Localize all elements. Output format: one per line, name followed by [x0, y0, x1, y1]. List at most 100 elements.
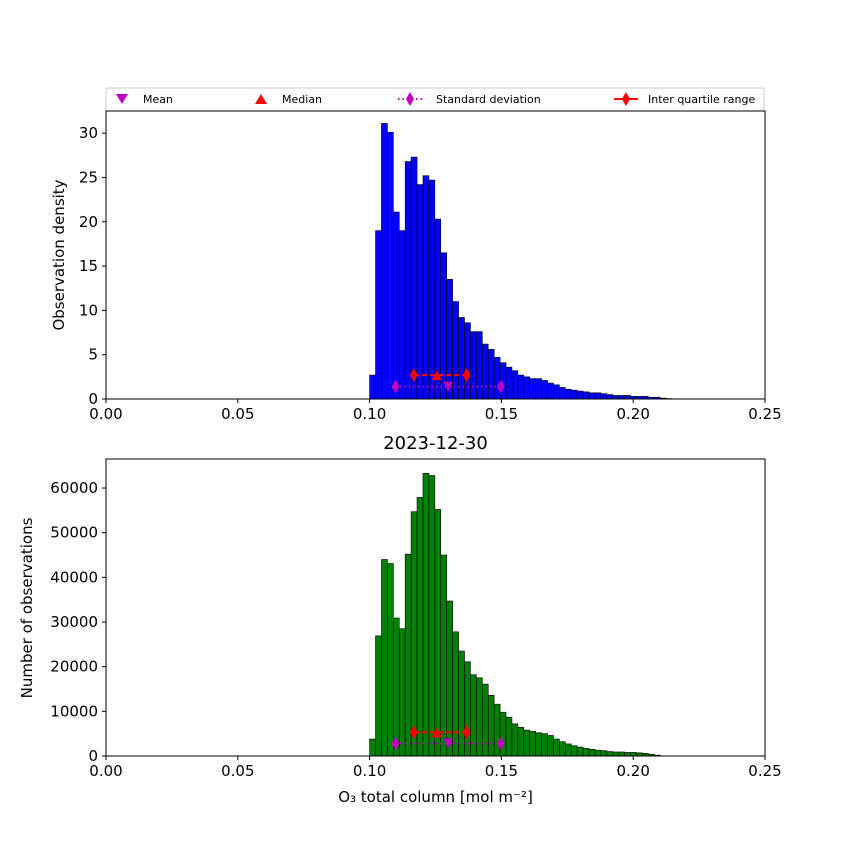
top-x-tick-label: 0.15	[485, 405, 518, 423]
bottom-y-axis-ticks: 0 10000 20000 30000 40000 50000 60000	[50, 479, 106, 765]
bottom-histogram-bar	[541, 733, 548, 757]
top-mean-marker	[443, 381, 454, 392]
bottom-histogram-bar	[452, 631, 459, 757]
bottom-inter-quartile-range-marker	[462, 725, 471, 740]
top-histogram-bar	[422, 175, 430, 400]
bottom-histogram-bar	[565, 743, 572, 757]
top-histogram-bar	[404, 161, 412, 400]
top-histogram-bar	[517, 374, 525, 400]
bottom-y-tick-label: 60000	[50, 479, 98, 497]
top-histogram-bar	[493, 357, 501, 400]
bottom-histogram-bar	[570, 745, 578, 757]
top-plot-frame	[105, 110, 766, 400]
bottom-histogram-bar	[410, 511, 418, 757]
top-histogram-bar	[570, 389, 578, 400]
top-x-tick-label: 0.00	[89, 405, 122, 423]
bottom-panel-title: 2023-12-30	[383, 433, 488, 454]
top-histogram-bar	[606, 394, 614, 400]
bottom-y-tick-label: 10000	[50, 702, 98, 720]
legend-label-inter-quartile-range: Inter quartile range	[648, 93, 755, 106]
legend-label-standard-deviation: Standard deviation	[436, 93, 541, 106]
top-histogram-bar	[588, 392, 596, 400]
legend-label-median: Median	[282, 93, 322, 106]
bottom-histogram-bar	[404, 553, 412, 757]
top-y-tick-label: 0	[88, 390, 98, 408]
bottom-y-axis-label: Number of observations	[18, 517, 36, 698]
top-histogram-bar	[582, 391, 590, 400]
bottom-y-tick-label: 30000	[50, 613, 98, 631]
bottom-histogram-bar	[387, 563, 394, 757]
bottom-histogram-bar	[464, 661, 471, 757]
top-histogram-bar	[487, 349, 495, 400]
top-y-tick-label: 15	[79, 257, 98, 275]
legend-label-mean: Mean	[143, 93, 173, 106]
bottom-histogram-bar	[624, 752, 631, 757]
bottom-y-tick-label: 40000	[50, 568, 98, 586]
top-median-marker	[431, 370, 442, 381]
bottom-histogram-bar	[606, 751, 614, 757]
bottom-histogram-bar	[511, 723, 519, 757]
top-x-tick-label: 0.25	[748, 405, 781, 423]
top-standard-deviation-marker	[391, 379, 400, 394]
top-histogram-bar	[369, 374, 376, 400]
bottom-histogram-bar	[517, 727, 525, 757]
top-histogram-bar	[446, 279, 453, 400]
top-histogram-bar	[529, 378, 536, 400]
top-y-tick-label: 30	[79, 124, 98, 142]
bottom-histogram-bar	[493, 703, 501, 757]
top-x-tick-label: 0.20	[616, 405, 649, 423]
bottom-histogram-bar	[582, 748, 590, 757]
top-histogram-bar	[393, 211, 400, 400]
legend: Mean Median Standard deviation Inter qua…	[105, 87, 765, 112]
top-x-axis-ticks: 0.00 0.05 0.10 0.15 0.20 0.25	[89, 399, 782, 423]
bottom-histogram-bar	[416, 497, 424, 757]
mean-legend-icon	[116, 94, 128, 104]
bottom-x-tick-label: 0.15	[485, 762, 518, 780]
bottom-standard-deviation-marker	[496, 736, 505, 751]
legend-entry-inter-quartile-range: Inter quartile range	[614, 92, 755, 106]
top-histogram-bar	[612, 395, 620, 400]
top-histogram-bar	[559, 387, 566, 400]
bottom-histogram-bar	[553, 738, 560, 757]
top-histogram-bar	[428, 179, 436, 400]
bottom-histogram-bar	[529, 731, 536, 757]
bottom-histogram-bar	[440, 554, 447, 757]
top-histogram-bar	[553, 384, 560, 400]
bottom-statistics-markers	[391, 725, 505, 751]
bottom-x-tick-label: 0.00	[89, 762, 122, 780]
top-statistics-markers	[391, 368, 505, 394]
bottom-x-axis-label: O₃ total column [mol m⁻²]	[338, 788, 533, 806]
bottom-histogram-bar	[523, 729, 531, 757]
bottom-histogram-bar	[375, 635, 382, 757]
bottom-histogram-bar	[612, 751, 620, 757]
top-histogram-bar	[505, 366, 513, 400]
top-histogram-bar	[434, 218, 442, 400]
bottom-histogram-panel: 2023-12-30 0.00 0.05 0.10 0.15 0.20 0.25 0 100…	[18, 433, 782, 806]
bottom-histogram-bars	[369, 472, 661, 757]
bottom-histogram-bar	[600, 750, 608, 757]
top-histogram-bar	[481, 343, 489, 400]
legend-entry-mean: Mean	[116, 93, 173, 106]
inter-quartile-range-legend-icon	[622, 92, 630, 106]
top-histogram-bar	[476, 331, 483, 400]
top-inter-quartile-range-marker	[409, 368, 418, 383]
top-y-tick-label: 20	[79, 213, 98, 231]
top-histogram-bar	[375, 230, 382, 400]
bottom-y-tick-label: 50000	[50, 524, 98, 542]
bottom-histogram-bar	[393, 617, 400, 757]
bottom-histogram-bar	[487, 694, 495, 757]
legend-items: Mean Median Standard deviation Inter qua…	[116, 92, 755, 106]
top-histogram-bar	[535, 378, 542, 400]
top-histogram-bar	[511, 370, 519, 400]
bottom-histogram-bar	[434, 509, 442, 757]
bottom-histogram-bar	[535, 732, 542, 757]
bottom-histogram-bar	[458, 650, 465, 757]
top-histogram-bar	[523, 376, 531, 400]
bottom-histogram-bar	[618, 751, 625, 757]
bottom-histogram-bar	[398, 628, 406, 757]
median-legend-icon	[255, 94, 267, 104]
top-x-tick-label: 0.05	[221, 405, 254, 423]
top-y-tick-label: 10	[79, 301, 98, 319]
top-y-axis-ticks: 0 5 10 15 20 25 30	[79, 124, 106, 408]
